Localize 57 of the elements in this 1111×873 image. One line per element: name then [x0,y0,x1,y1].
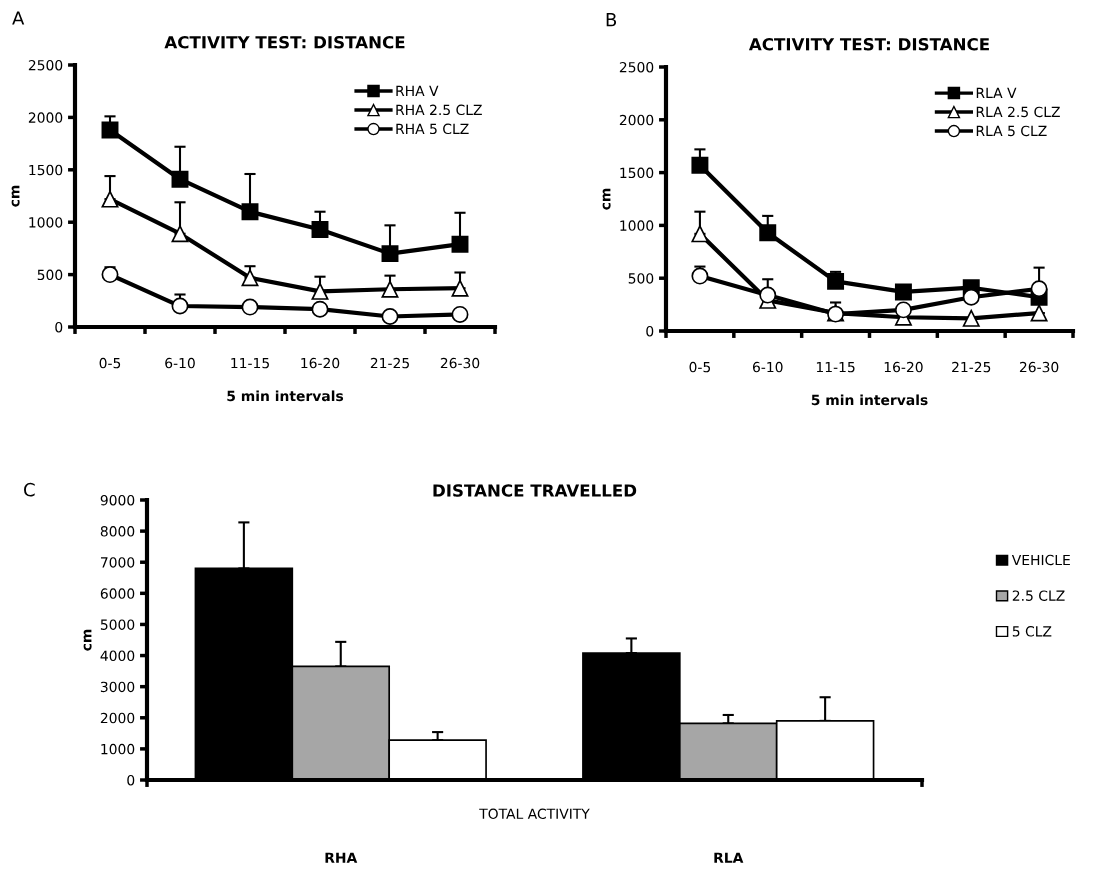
y-tick-label: 2000 [28,112,63,123]
x-tick-label: 26-30 [1019,361,1059,373]
y-tick-label: 0 [55,321,63,333]
y-tick-label: 0 [646,325,654,337]
x-tick-label: RHA [325,852,358,863]
legend-label: RHA V [396,85,439,96]
x-tick-label: 0-5 [99,357,121,369]
y-axis-title: cm [83,629,92,651]
x-tick-label: 6-10 [165,357,195,369]
x-tick-label: 11-15 [816,361,855,373]
y-axis-title: cm [11,185,20,207]
legend-label: RLA 2.5 CLZ [976,106,1060,118]
text: B [606,13,617,27]
text: A [12,11,25,25]
legend-label: VEHICLE [1011,554,1070,566]
legend-label: RHA 5 CLZ [396,123,469,135]
x-tick-label: 6-10 [752,361,783,373]
y-tick-label: 2000 [100,712,135,724]
legend-label: RLA 5 CLZ [976,125,1047,137]
legend-label: RHA 2.5 CLZ [396,104,482,116]
x-tick-label: 21-25 [370,357,409,369]
y-tick-label: 0 [127,774,135,786]
y-tick-label: 1000 [101,743,135,755]
x-tick-label: 16-20 [884,361,923,373]
x-axis-title: 5 min intervals [227,390,344,402]
x-tick-label: 21-25 [952,361,991,373]
x-tick-label: 26-30 [440,357,480,369]
chart-title: ACTIVITY TEST: DISTANCE [164,35,405,49]
y-tick-label: 9000 [100,494,135,506]
x-axis-title: TOTAL ACTIVITY [479,808,590,820]
y-tick-label: 1500 [29,164,63,176]
y-tick-label: 500 [37,269,63,281]
x-tick-label: RLA [714,852,744,863]
y-tick-label: 7000 [100,557,135,568]
x-tick-label: 11-15 [231,357,269,369]
y-tick-label: 1500 [620,167,654,179]
y-tick-label: 6000 [100,588,135,599]
x-axis-title: 5 min intervals [811,394,928,406]
y-tick-label: 500 [628,273,654,284]
y-tick-label: 8000 [100,526,135,537]
y-tick-label: 2500 [28,59,63,71]
chart-title: DISTANCE TRAVELLED [433,484,637,497]
y-tick-label: 5000 [100,619,135,630]
y-tick-label: 1000 [620,220,654,231]
y-axis-title: cm [602,188,611,210]
legend-label: 2.5 CLZ [1012,590,1065,601]
y-tick-label: 1000 [29,217,63,228]
x-tick-label: 0-5 [689,361,711,373]
x-tick-label: 16-20 [301,357,340,369]
y-tick-label: 2500 [619,61,654,73]
y-tick-label: 4000 [100,650,135,662]
y-tick-label: 3000 [100,681,135,693]
text: C [24,482,35,497]
chart-title: ACTIVITY TEST: DISTANCE [748,37,989,51]
y-tick-label: 2000 [619,114,654,126]
legend-label: 5 CLZ [1012,626,1052,637]
legend-label: RLA V [976,87,1017,98]
